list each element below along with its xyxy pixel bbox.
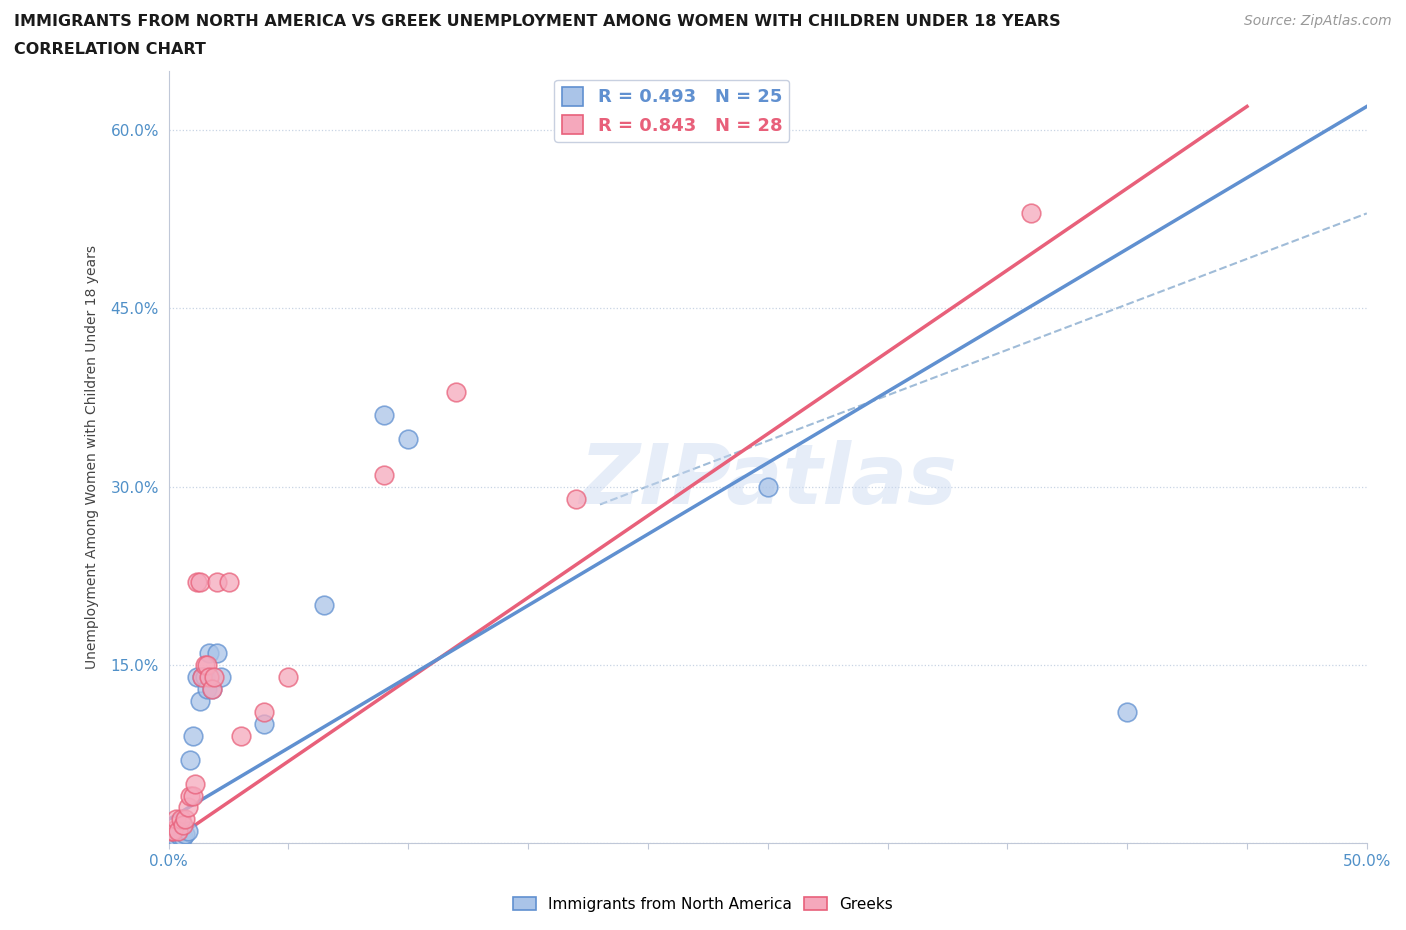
- Point: [218, 574, 240, 589]
- Point: [1021, 206, 1043, 220]
- Point: [160, 824, 183, 839]
- Point: [177, 800, 200, 815]
- Point: [396, 432, 419, 446]
- Point: [162, 824, 184, 839]
- Point: [186, 574, 208, 589]
- Point: [194, 658, 217, 672]
- Point: [194, 670, 217, 684]
- Point: [165, 812, 187, 827]
- Text: ZIPatlas: ZIPatlas: [579, 440, 956, 521]
- Point: [179, 788, 201, 803]
- Point: [179, 752, 201, 767]
- Point: [205, 574, 228, 589]
- Point: [160, 830, 183, 844]
- Point: [195, 658, 218, 672]
- Text: IMMIGRANTS FROM NORTH AMERICA VS GREEK UNEMPLOYMENT AMONG WOMEN WITH CHILDREN UN: IMMIGRANTS FROM NORTH AMERICA VS GREEK U…: [14, 14, 1060, 29]
- Point: [444, 384, 467, 399]
- Point: [205, 645, 228, 660]
- Point: [198, 645, 221, 660]
- Point: [195, 681, 218, 696]
- Point: [253, 705, 276, 720]
- Legend: R = 0.493   N = 25, R = 0.843   N = 28: R = 0.493 N = 25, R = 0.843 N = 28: [554, 80, 789, 142]
- Point: [172, 817, 194, 832]
- Point: [184, 777, 207, 791]
- Point: [1116, 705, 1139, 720]
- Point: [277, 670, 299, 684]
- Point: [191, 670, 214, 684]
- Point: [181, 729, 204, 744]
- Point: [177, 824, 200, 839]
- Point: [209, 670, 232, 684]
- Point: [565, 491, 588, 506]
- Point: [202, 670, 225, 684]
- Point: [181, 788, 204, 803]
- Point: [201, 681, 224, 696]
- Point: [167, 826, 190, 841]
- Point: [174, 826, 197, 841]
- Point: [162, 829, 184, 844]
- Point: [756, 479, 779, 494]
- Point: [229, 729, 252, 744]
- Point: [169, 812, 191, 827]
- Point: [373, 467, 395, 482]
- Point: [188, 693, 211, 708]
- Y-axis label: Unemployment Among Women with Children Under 18 years: Unemployment Among Women with Children U…: [86, 245, 100, 669]
- Point: [188, 574, 211, 589]
- Point: [167, 824, 190, 839]
- Point: [198, 670, 221, 684]
- Point: [174, 812, 197, 827]
- Point: [169, 830, 191, 844]
- Point: [253, 717, 276, 732]
- Point: [186, 670, 208, 684]
- Point: [191, 670, 214, 684]
- Text: CORRELATION CHART: CORRELATION CHART: [14, 42, 205, 57]
- Point: [172, 830, 194, 844]
- Point: [165, 830, 187, 844]
- Text: Source: ZipAtlas.com: Source: ZipAtlas.com: [1244, 14, 1392, 28]
- Point: [201, 681, 224, 696]
- Point: [314, 598, 336, 613]
- Point: [373, 408, 395, 423]
- Legend: Immigrants from North America, Greeks: Immigrants from North America, Greeks: [506, 890, 900, 918]
